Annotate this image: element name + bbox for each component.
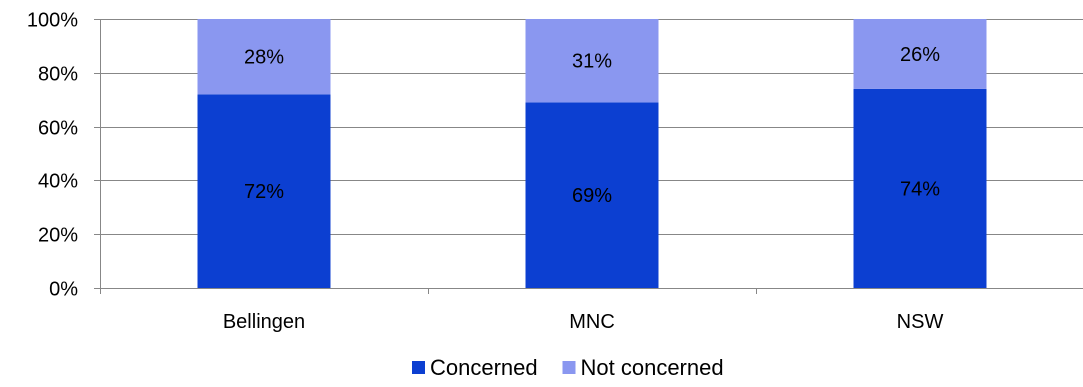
bar-segment-concerned [525,102,659,288]
y-tick-label: 60% [38,118,78,140]
y-tick-label: 0% [49,279,78,301]
x-category-label: NSW [897,311,944,333]
legend-swatch [562,361,576,374]
bar-segment-not-concerned [525,19,659,103]
data-label: 69% [572,185,612,207]
y-tick-label: 100% [27,10,78,32]
legend-label: Not concerned [581,355,724,380]
x-category-label: Bellingen [223,311,305,333]
data-label: 74% [900,178,940,200]
y-tick-label: 20% [38,225,78,247]
y-tick-label: 40% [38,171,78,193]
data-label: 26% [900,44,940,66]
bar-segment-concerned [853,88,987,288]
bar-segment-not-concerned [197,19,331,95]
data-label: 72% [244,181,284,203]
data-label: 31% [572,51,612,73]
bar-segment-not-concerned [853,19,987,89]
y-tick-label: 80% [38,64,78,86]
x-category-label: MNC [569,311,615,333]
bar-segment-concerned [197,94,331,288]
data-label: 28% [244,47,284,69]
legend-swatch [412,361,425,374]
legend-label: Concerned [430,355,538,380]
